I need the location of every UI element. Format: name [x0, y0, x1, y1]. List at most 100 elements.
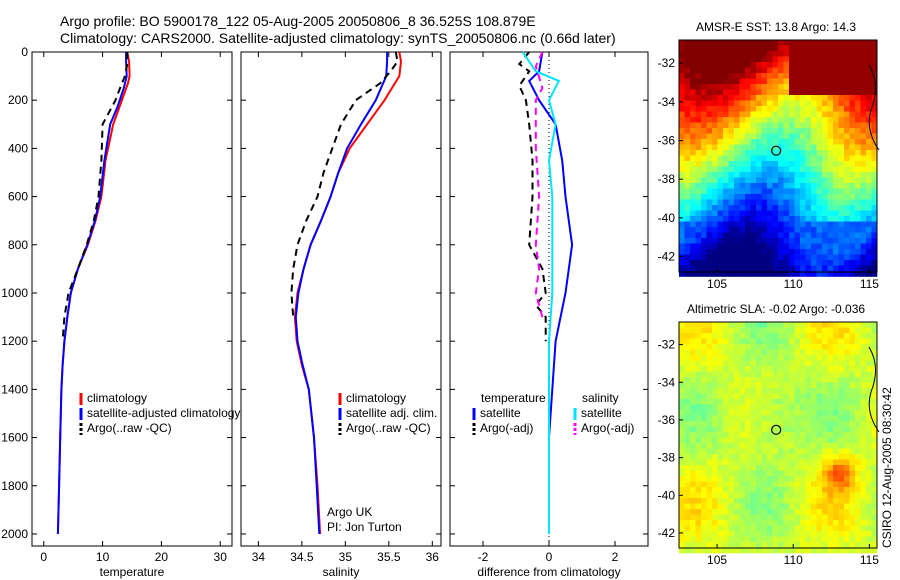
map-cell [794, 355, 801, 361]
map-cell [789, 327, 795, 334]
map-cell [706, 133, 713, 140]
map-cell [838, 100, 845, 107]
map-cell [860, 45, 867, 52]
map-cell [717, 155, 724, 162]
map-cell [789, 371, 795, 378]
map-cell [816, 238, 823, 244]
map-cell [690, 188, 696, 195]
map-cell [827, 133, 834, 140]
map-cell [767, 487, 773, 493]
map-cell [866, 144, 872, 151]
map-cell [706, 117, 713, 123]
map-cell [833, 128, 839, 134]
map-cell [679, 514, 685, 521]
map-cell [695, 95, 702, 101]
map-cell [739, 509, 746, 515]
map-cell [728, 133, 735, 140]
map-cell [739, 498, 746, 504]
map-cell [772, 78, 779, 85]
map-cell [723, 95, 729, 101]
map-cell [800, 188, 806, 195]
map-cell [855, 133, 861, 140]
map-cell [827, 249, 834, 255]
map-cell [805, 62, 812, 68]
map-cell [739, 360, 746, 367]
map-cell [679, 432, 685, 438]
map-cell [778, 100, 784, 107]
map-cell [783, 111, 790, 118]
map-cell [712, 216, 718, 222]
map-cell [871, 128, 878, 134]
map-cell [855, 465, 861, 471]
map-cell [838, 498, 845, 504]
map-cell [783, 194, 790, 200]
map-cell [805, 84, 812, 90]
map-cell [723, 476, 729, 482]
map-cell [783, 432, 790, 438]
map-cell [750, 377, 757, 383]
map-cell [679, 476, 685, 482]
map-cell [750, 249, 757, 255]
map-cell [679, 454, 685, 460]
map-cell [822, 73, 828, 79]
map-cell [849, 221, 856, 228]
map-cell [734, 459, 740, 466]
map-cell [805, 470, 812, 477]
map-cell [695, 459, 702, 466]
map-cell [827, 199, 834, 206]
map-cell [849, 388, 856, 394]
map-cell [712, 333, 718, 339]
map-cell [805, 399, 812, 405]
map-cell [838, 338, 845, 345]
map-cell [690, 459, 696, 466]
map-cell [717, 470, 724, 477]
map-cell [866, 377, 872, 383]
map-cell [822, 388, 828, 394]
map-cell [838, 349, 845, 356]
map-cell [723, 188, 729, 195]
map-cell [767, 448, 773, 455]
map-cell [778, 448, 784, 455]
map-cell [679, 155, 685, 162]
map-cell [805, 349, 812, 356]
map-cell [860, 199, 867, 206]
map-cell [706, 128, 713, 134]
map-cell [783, 344, 790, 350]
map-cell [871, 111, 878, 118]
y-tick-label: 800 [8, 238, 28, 252]
map-cell [734, 177, 740, 184]
map-cell [827, 520, 834, 526]
map-cell [860, 210, 867, 217]
map-cell [750, 503, 757, 510]
map-cell [690, 454, 696, 460]
map-cell [695, 399, 702, 405]
map-cell [728, 144, 735, 151]
map-cell [783, 227, 790, 233]
map-cell [745, 265, 751, 272]
map-cell [800, 404, 806, 411]
map-cell [816, 498, 823, 504]
map-cell [750, 481, 757, 488]
map-cell [860, 443, 867, 449]
map-cell [684, 448, 691, 455]
map-cell [849, 216, 856, 222]
map-cell [723, 67, 729, 74]
map-cell [811, 525, 817, 532]
map-cell [800, 161, 806, 167]
map-cell [800, 183, 806, 189]
map-cell [706, 432, 713, 438]
map-cell [761, 371, 768, 378]
map-cell [756, 232, 762, 239]
map-cell [728, 155, 735, 162]
map-cell [811, 95, 817, 101]
map-cell [789, 542, 795, 548]
map-cell [783, 481, 790, 488]
map-cell [745, 443, 751, 449]
map-cell [745, 40, 751, 46]
map-cell [706, 531, 713, 537]
map-cell [860, 265, 867, 272]
map-cell [706, 84, 713, 90]
map-cell [866, 95, 872, 101]
map-cell [756, 271, 762, 277]
